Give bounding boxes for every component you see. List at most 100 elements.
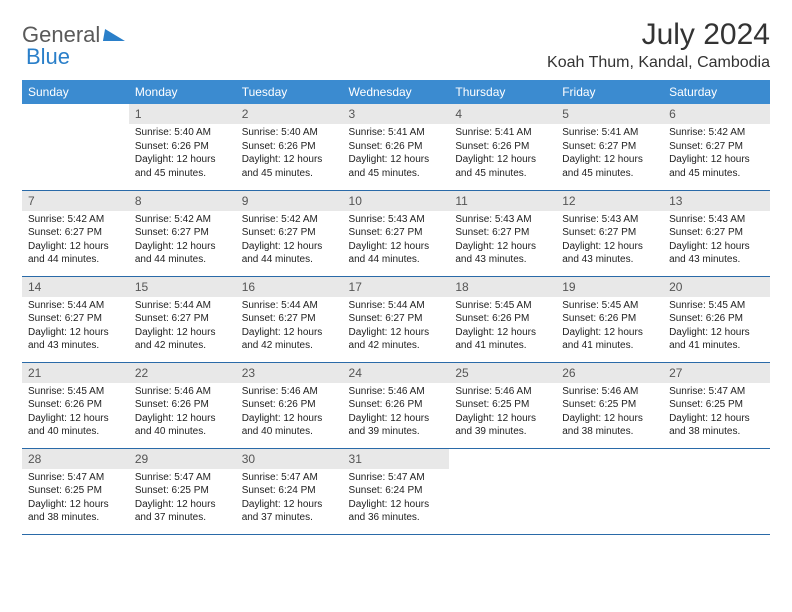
day-number: 14: [22, 277, 129, 297]
day-content: Sunrise: 5:45 AMSunset: 6:26 PMDaylight:…: [22, 383, 129, 443]
calendar-day-cell: 16Sunrise: 5:44 AMSunset: 6:27 PMDayligh…: [236, 276, 343, 362]
day-content: Sunrise: 5:46 AMSunset: 6:26 PMDaylight:…: [129, 383, 236, 443]
calendar-week-row: 7Sunrise: 5:42 AMSunset: 6:27 PMDaylight…: [22, 190, 770, 276]
weekday-header: Saturday: [663, 80, 770, 104]
calendar-day-cell: 28Sunrise: 5:47 AMSunset: 6:25 PMDayligh…: [22, 448, 129, 534]
calendar-day-cell: 15Sunrise: 5:44 AMSunset: 6:27 PMDayligh…: [129, 276, 236, 362]
day-number: 31: [343, 449, 450, 469]
day-number: 1: [129, 104, 236, 124]
calendar-day-cell: 20Sunrise: 5:45 AMSunset: 6:26 PMDayligh…: [663, 276, 770, 362]
day-number: 11: [449, 191, 556, 211]
day-number: 3: [343, 104, 450, 124]
day-number: 24: [343, 363, 450, 383]
calendar-day-cell: 26Sunrise: 5:46 AMSunset: 6:25 PMDayligh…: [556, 362, 663, 448]
calendar-day-cell: 29Sunrise: 5:47 AMSunset: 6:25 PMDayligh…: [129, 448, 236, 534]
day-number: 30: [236, 449, 343, 469]
calendar-day-cell: 17Sunrise: 5:44 AMSunset: 6:27 PMDayligh…: [343, 276, 450, 362]
day-number: 19: [556, 277, 663, 297]
calendar-day-cell: 22Sunrise: 5:46 AMSunset: 6:26 PMDayligh…: [129, 362, 236, 448]
calendar-day-cell: 6Sunrise: 5:42 AMSunset: 6:27 PMDaylight…: [663, 104, 770, 190]
day-content: Sunrise: 5:46 AMSunset: 6:26 PMDaylight:…: [236, 383, 343, 443]
calendar-day-cell: 27Sunrise: 5:47 AMSunset: 6:25 PMDayligh…: [663, 362, 770, 448]
weekday-header: Tuesday: [236, 80, 343, 104]
calendar-day-cell: 19Sunrise: 5:45 AMSunset: 6:26 PMDayligh…: [556, 276, 663, 362]
day-number: 10: [343, 191, 450, 211]
calendar-day-cell: 8Sunrise: 5:42 AMSunset: 6:27 PMDaylight…: [129, 190, 236, 276]
day-number: 4: [449, 104, 556, 124]
day-number: 22: [129, 363, 236, 383]
day-content: Sunrise: 5:46 AMSunset: 6:26 PMDaylight:…: [343, 383, 450, 443]
day-content: Sunrise: 5:45 AMSunset: 6:26 PMDaylight:…: [556, 297, 663, 357]
day-content: Sunrise: 5:44 AMSunset: 6:27 PMDaylight:…: [22, 297, 129, 357]
day-number: 28: [22, 449, 129, 469]
calendar-day-cell: 23Sunrise: 5:46 AMSunset: 6:26 PMDayligh…: [236, 362, 343, 448]
day-number: 20: [663, 277, 770, 297]
day-number: 13: [663, 191, 770, 211]
title-area: July 2024 Koah Thum, Kandal, Cambodia: [547, 18, 770, 72]
day-number: 16: [236, 277, 343, 297]
calendar-day-cell: .: [556, 448, 663, 534]
day-number: 27: [663, 363, 770, 383]
weekday-header: Thursday: [449, 80, 556, 104]
calendar-body: .1Sunrise: 5:40 AMSunset: 6:26 PMDayligh…: [22, 104, 770, 534]
day-content: Sunrise: 5:41 AMSunset: 6:27 PMDaylight:…: [556, 124, 663, 184]
calendar-day-cell: 25Sunrise: 5:46 AMSunset: 6:25 PMDayligh…: [449, 362, 556, 448]
day-content: Sunrise: 5:43 AMSunset: 6:27 PMDaylight:…: [556, 211, 663, 271]
calendar-day-cell: 3Sunrise: 5:41 AMSunset: 6:26 PMDaylight…: [343, 104, 450, 190]
day-number: 8: [129, 191, 236, 211]
day-number: 26: [556, 363, 663, 383]
day-content: Sunrise: 5:46 AMSunset: 6:25 PMDaylight:…: [556, 383, 663, 443]
day-content: Sunrise: 5:42 AMSunset: 6:27 PMDaylight:…: [663, 124, 770, 184]
calendar-week-row: 28Sunrise: 5:47 AMSunset: 6:25 PMDayligh…: [22, 448, 770, 534]
calendar-day-cell: .: [22, 104, 129, 190]
calendar-day-cell: 12Sunrise: 5:43 AMSunset: 6:27 PMDayligh…: [556, 190, 663, 276]
weekday-header: Sunday: [22, 80, 129, 104]
calendar-day-cell: 9Sunrise: 5:42 AMSunset: 6:27 PMDaylight…: [236, 190, 343, 276]
calendar-week-row: 21Sunrise: 5:45 AMSunset: 6:26 PMDayligh…: [22, 362, 770, 448]
day-content: Sunrise: 5:41 AMSunset: 6:26 PMDaylight:…: [343, 124, 450, 184]
day-content: Sunrise: 5:45 AMSunset: 6:26 PMDaylight:…: [663, 297, 770, 357]
day-number: 25: [449, 363, 556, 383]
weekday-header: Monday: [129, 80, 236, 104]
day-content: Sunrise: 5:43 AMSunset: 6:27 PMDaylight:…: [343, 211, 450, 271]
calendar-day-cell: 31Sunrise: 5:47 AMSunset: 6:24 PMDayligh…: [343, 448, 450, 534]
day-content: Sunrise: 5:47 AMSunset: 6:24 PMDaylight:…: [343, 469, 450, 529]
day-content: Sunrise: 5:47 AMSunset: 6:25 PMDaylight:…: [22, 469, 129, 529]
day-number: 7: [22, 191, 129, 211]
calendar-day-cell: 4Sunrise: 5:41 AMSunset: 6:26 PMDaylight…: [449, 104, 556, 190]
calendar-day-cell: .: [663, 448, 770, 534]
calendar-week-row: .1Sunrise: 5:40 AMSunset: 6:26 PMDayligh…: [22, 104, 770, 190]
day-content: Sunrise: 5:44 AMSunset: 6:27 PMDaylight:…: [236, 297, 343, 357]
day-content: Sunrise: 5:47 AMSunset: 6:24 PMDaylight:…: [236, 469, 343, 529]
day-content: Sunrise: 5:42 AMSunset: 6:27 PMDaylight:…: [22, 211, 129, 271]
day-number: 17: [343, 277, 450, 297]
day-content: Sunrise: 5:46 AMSunset: 6:25 PMDaylight:…: [449, 383, 556, 443]
day-number: 29: [129, 449, 236, 469]
day-content: Sunrise: 5:40 AMSunset: 6:26 PMDaylight:…: [236, 124, 343, 184]
day-content: Sunrise: 5:44 AMSunset: 6:27 PMDaylight:…: [343, 297, 450, 357]
day-content: Sunrise: 5:40 AMSunset: 6:26 PMDaylight:…: [129, 124, 236, 184]
location: Koah Thum, Kandal, Cambodia: [547, 54, 770, 72]
calendar-day-cell: 21Sunrise: 5:45 AMSunset: 6:26 PMDayligh…: [22, 362, 129, 448]
day-number: 6: [663, 104, 770, 124]
day-content: Sunrise: 5:47 AMSunset: 6:25 PMDaylight:…: [663, 383, 770, 443]
header: General July 2024 Koah Thum, Kandal, Cam…: [22, 18, 770, 72]
calendar-day-cell: .: [449, 448, 556, 534]
calendar-day-cell: 18Sunrise: 5:45 AMSunset: 6:26 PMDayligh…: [449, 276, 556, 362]
logo-sail-icon: [103, 29, 127, 41]
calendar-day-cell: 30Sunrise: 5:47 AMSunset: 6:24 PMDayligh…: [236, 448, 343, 534]
calendar-day-cell: 2Sunrise: 5:40 AMSunset: 6:26 PMDaylight…: [236, 104, 343, 190]
calendar-day-cell: 14Sunrise: 5:44 AMSunset: 6:27 PMDayligh…: [22, 276, 129, 362]
day-content: Sunrise: 5:45 AMSunset: 6:26 PMDaylight:…: [449, 297, 556, 357]
calendar-day-cell: 24Sunrise: 5:46 AMSunset: 6:26 PMDayligh…: [343, 362, 450, 448]
logo-text-blue: Blue: [26, 44, 70, 69]
day-content: Sunrise: 5:44 AMSunset: 6:27 PMDaylight:…: [129, 297, 236, 357]
weekday-header: Friday: [556, 80, 663, 104]
day-number: 18: [449, 277, 556, 297]
day-content: Sunrise: 5:42 AMSunset: 6:27 PMDaylight:…: [236, 211, 343, 271]
calendar-day-cell: 1Sunrise: 5:40 AMSunset: 6:26 PMDaylight…: [129, 104, 236, 190]
logo-blue-row: Blue: [26, 44, 70, 70]
calendar-day-cell: 7Sunrise: 5:42 AMSunset: 6:27 PMDaylight…: [22, 190, 129, 276]
day-content: Sunrise: 5:42 AMSunset: 6:27 PMDaylight:…: [129, 211, 236, 271]
calendar-day-cell: 11Sunrise: 5:43 AMSunset: 6:27 PMDayligh…: [449, 190, 556, 276]
